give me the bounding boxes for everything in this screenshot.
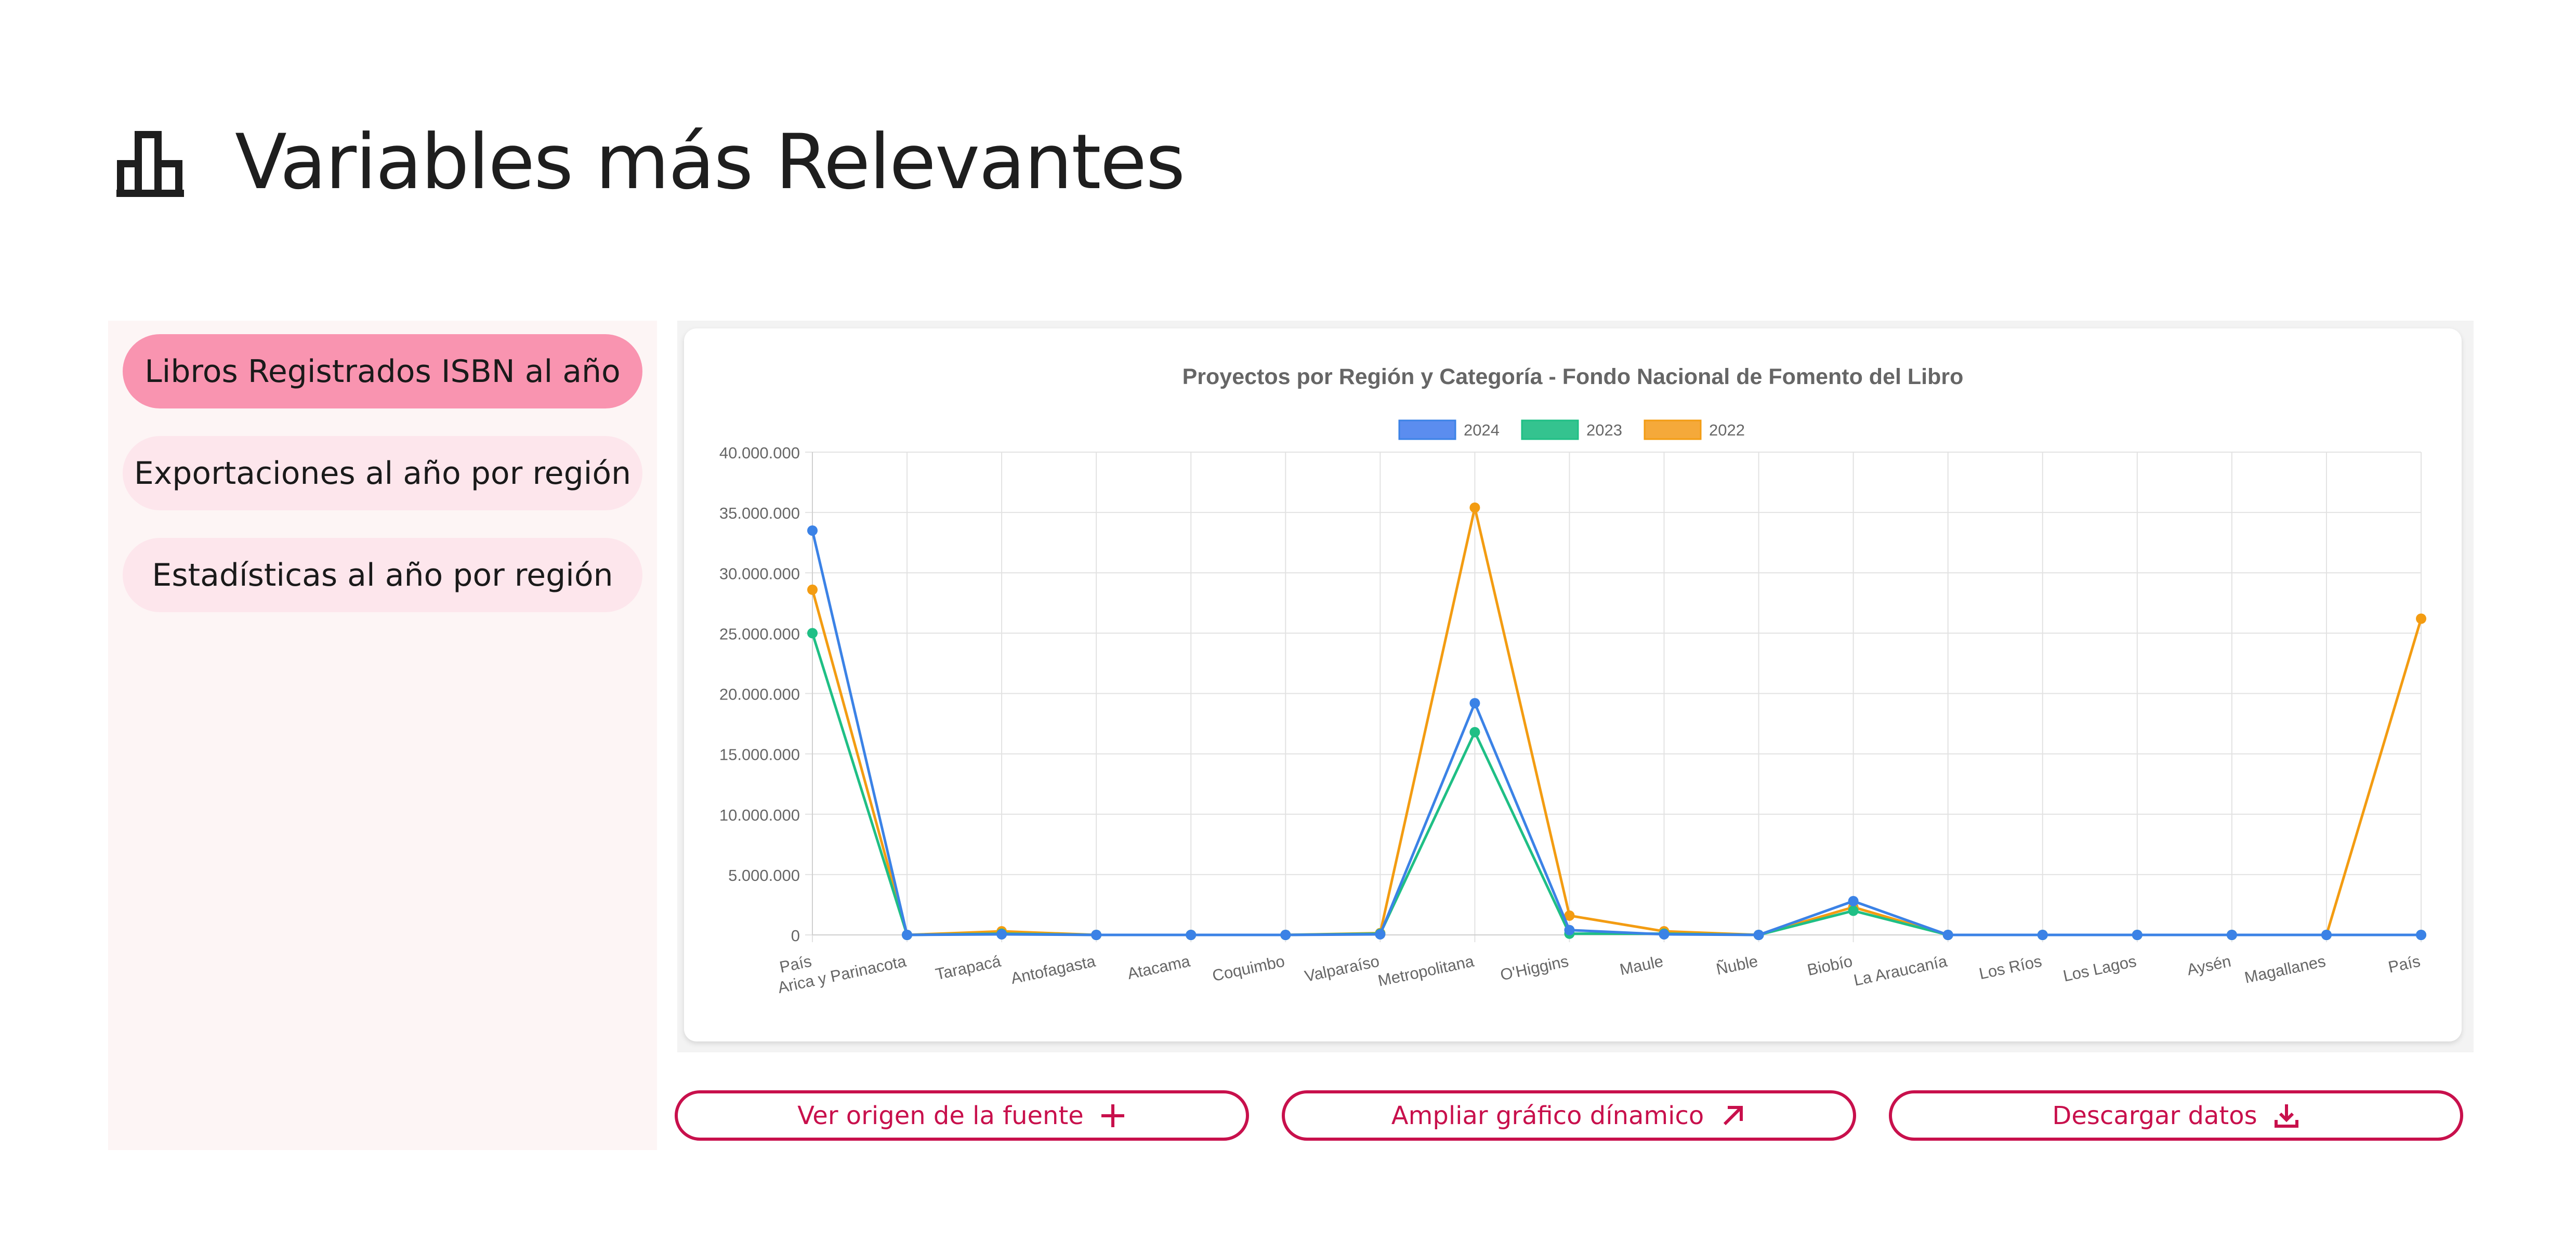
- bar-chart-icon: [116, 131, 184, 197]
- data-point-2024: [2037, 930, 2048, 940]
- y-tick-label: 40.000.000: [719, 444, 800, 462]
- data-point-2024: [902, 930, 913, 940]
- x-tick-label: O'Higgins: [1499, 952, 1570, 984]
- chart-series: [807, 502, 2426, 940]
- x-tick-label: Ñuble: [1715, 952, 1760, 979]
- x-tick-label: Los Lagos: [2061, 952, 2138, 985]
- download-icon: [2274, 1104, 2298, 1128]
- y-tick-label: 5.000.000: [728, 866, 800, 885]
- sidebar-item-libros-registrados[interactable]: Libros Registrados ISBN al año: [123, 334, 642, 408]
- download-data-button[interactable]: Descargar datos: [1889, 1090, 2463, 1141]
- data-point-2024: [1848, 895, 1859, 906]
- series-line-2024: [811, 530, 2421, 936]
- y-tick-label: 25.000.000: [719, 625, 800, 643]
- x-tick-label: Atacama: [1126, 952, 1192, 983]
- y-tick-label: 0: [791, 927, 800, 945]
- data-point-2024: [1659, 929, 1670, 940]
- data-point-2024: [2226, 930, 2237, 940]
- data-point-2024: [2321, 930, 2332, 940]
- legend-label-2023[interactable]: 2023: [1586, 421, 1622, 439]
- expand-chart-button[interactable]: Ampliar gráfico dínamico: [1282, 1090, 1856, 1141]
- x-tick-label: Maule: [1618, 952, 1665, 979]
- sidebar-item-label: Estadísticas al año por región: [152, 557, 613, 593]
- data-point-2023: [807, 628, 818, 639]
- chart-grid: [805, 452, 2422, 942]
- chart-title: Proyectos por Región y Categoría - Fondo…: [1182, 364, 1964, 389]
- expand-chart-label: Ampliar gráfico dínamico: [1391, 1101, 1704, 1130]
- data-point-2024: [2132, 930, 2143, 940]
- legend-swatch-2022[interactable]: [1644, 419, 1702, 440]
- chart-card: 0 5.000.000 10.000.000 15.000.000 20.000.000…: [684, 328, 2462, 1041]
- data-point-2022: [2416, 613, 2426, 624]
- series-line-2023: [811, 632, 2421, 936]
- y-tick-label: 15.000.000: [719, 746, 800, 764]
- data-point-2022: [807, 584, 818, 595]
- view-source-button[interactable]: Ver origen de la fuente: [675, 1090, 1249, 1141]
- x-tick-label: Los Ríos: [1977, 952, 2043, 983]
- x-tick-label: Metropolitana: [1376, 952, 1476, 989]
- chart-legend: 2024 2023 2022: [1398, 419, 1745, 440]
- y-tick-label: 30.000.000: [719, 564, 800, 583]
- data-point-2024: [1375, 929, 1386, 940]
- sidebar-item-exportaciones[interactable]: Exportaciones al año por región: [123, 436, 642, 510]
- data-point-2024: [1942, 930, 1953, 940]
- x-tick-label: País: [2387, 952, 2422, 976]
- data-point-2024: [807, 525, 818, 536]
- y-tick-label: 35.000.000: [719, 504, 800, 522]
- x-tick-label: Magallanes: [2243, 952, 2327, 987]
- x-tick-label: Antofagasta: [1009, 952, 1098, 987]
- page-title: Variables más Relevantes: [115, 110, 1185, 214]
- x-tick-label: Biobío: [1806, 952, 1854, 980]
- data-point-2024: [1469, 698, 1480, 709]
- line-chart: 0 5.000.000 10.000.000 15.000.000 20.000.000…: [719, 364, 2426, 997]
- data-point-2024: [2416, 930, 2426, 940]
- y-tick-label: 10.000.000: [719, 806, 800, 824]
- arrow-up-right-icon: [1724, 1105, 1743, 1125]
- data-point-2024: [996, 929, 1007, 940]
- sidebar-item-label: Libros Registrados ISBN al año: [144, 353, 621, 390]
- data-point-2024: [1280, 930, 1291, 940]
- x-tick-label: Coquimbo: [1211, 952, 1286, 985]
- view-source-label: Ver origen de la fuente: [797, 1101, 1084, 1130]
- y-tick-label: 20.000.000: [719, 685, 800, 704]
- x-tick-label: Valparaíso: [1303, 952, 1381, 986]
- x-tick-label: Tarapacá: [934, 952, 1003, 983]
- data-point-2023: [1469, 727, 1480, 737]
- data-point-2024: [1564, 925, 1575, 935]
- x-tick-label: La Araucanía: [1852, 952, 1949, 989]
- legend-swatch-2023[interactable]: [1521, 419, 1579, 440]
- data-point-2023: [1848, 905, 1859, 916]
- plus-icon: [1101, 1104, 1124, 1127]
- legend-label-2022[interactable]: 2022: [1709, 421, 1745, 439]
- legend-label-2024[interactable]: 2024: [1464, 421, 1500, 439]
- legend-swatch-2024[interactable]: [1398, 419, 1456, 440]
- download-data-label: Descargar datos: [2052, 1101, 2257, 1130]
- data-point-2024: [1753, 930, 1764, 940]
- x-tick-label: Aysén: [2185, 952, 2232, 979]
- data-point-2024: [1091, 930, 1102, 940]
- data-point-2024: [1186, 930, 1197, 940]
- sidebar-item-estadisticas[interactable]: Estadísticas al año por región: [123, 538, 642, 612]
- series-line-2022: [811, 506, 2423, 936]
- data-point-2022: [1564, 910, 1575, 921]
- sidebar: Libros Registrados ISBN al año Exportaci…: [108, 321, 657, 1150]
- data-point-2022: [1469, 502, 1480, 513]
- sidebar-item-label: Exportaciones al año por región: [134, 455, 632, 492]
- page-title-text: Variables más Relevantes: [235, 118, 1185, 206]
